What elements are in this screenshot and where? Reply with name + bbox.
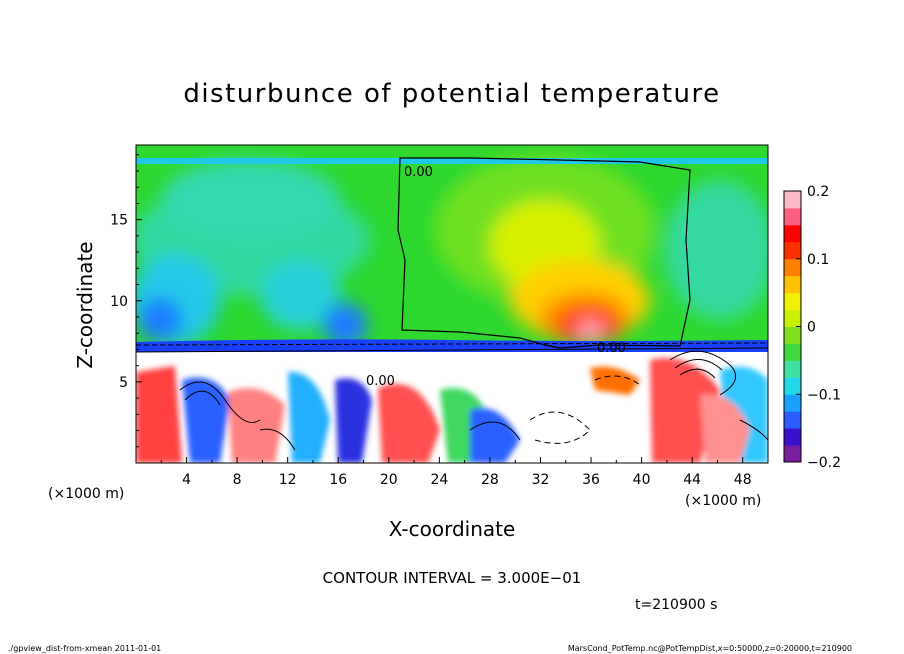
x-axis: 4 8 12 16 20 24 28 32 36 40 44 48 — [160, 457, 752, 488]
x-tick-label: 36 — [582, 472, 600, 488]
colorbar-tick-label: 0 — [807, 320, 816, 336]
colorbar: 0.2 0.1 0 −0.1 −0.2 — [783, 184, 841, 471]
y-axis: 5 10 15 — [110, 154, 142, 448]
y-tick-label: 5 — [119, 375, 128, 391]
contour-label: 0.00 — [366, 374, 395, 389]
x-axis-label: X-coordinate — [389, 517, 516, 541]
x-tick-label: 48 — [734, 472, 752, 488]
colorbar-swatch — [784, 275, 801, 294]
time-label: t=210900 s — [635, 597, 717, 613]
lower-field — [136, 339, 768, 463]
colorbar-swatch — [784, 394, 801, 412]
x-tick-label: 12 — [279, 472, 297, 488]
contour-label: 0.00 — [404, 165, 433, 180]
colorbar-swatch — [784, 428, 801, 446]
contour-label: 0.00 — [597, 341, 626, 356]
colorbar-tick-label: −0.1 — [807, 387, 841, 403]
x-tick-label: 44 — [683, 472, 701, 488]
x-tick-label: 24 — [430, 472, 448, 488]
y-tick-label: 15 — [110, 213, 128, 229]
colorbar-swatch — [784, 360, 801, 378]
colorbar-swatch — [784, 377, 801, 395]
colorbar-swatch — [784, 343, 801, 361]
colorbar-tick-label: 0.1 — [807, 252, 829, 268]
x-tick-label: 8 — [233, 472, 242, 488]
x-tick-label: 20 — [380, 472, 398, 488]
chart-title: disturbunce of potential temperature — [183, 79, 720, 109]
x-tick-label: 32 — [532, 472, 550, 488]
y-axis-label: Z-coordinate — [73, 241, 97, 368]
upper-field — [136, 155, 768, 347]
colorbar-swatch — [784, 224, 801, 243]
x-tick-label: 16 — [329, 472, 347, 488]
y-tick-label: 10 — [110, 294, 128, 310]
colorbar-swatch — [784, 292, 801, 311]
x-tick-label: 40 — [633, 472, 651, 488]
colorbar-swatch — [784, 191, 801, 209]
colorbar-swatch — [784, 411, 801, 429]
colorbar-tick-label: −0.2 — [807, 455, 841, 471]
plot-frame — [135, 144, 769, 464]
colorbar-swatch — [784, 241, 801, 260]
x-tick-label: 4 — [182, 472, 191, 488]
colorbar-swatch — [784, 309, 801, 327]
colorbar-swatch — [784, 445, 801, 463]
colorbar-tick-label: 0.2 — [807, 184, 829, 200]
x-tick-label: 28 — [481, 472, 499, 488]
colorbar-swatch — [784, 326, 801, 344]
footer-left: ./gpview_dist-from-xmean 2011-01-01 — [8, 644, 161, 653]
top-band — [136, 158, 768, 164]
plot-area — [136, 145, 768, 463]
x-unit-label: (×1000 m) — [48, 486, 124, 502]
x-unit-label-right: (×1000 m) — [685, 493, 761, 509]
colorbar-swatch — [784, 207, 801, 226]
contour-interval: CONTOUR INTERVAL = 3.000E−01 — [323, 569, 582, 587]
colorbar-swatch — [784, 258, 801, 277]
contour-lines — [136, 157, 768, 353]
footer-right: MarsCond_PotTemp.nc@PotTempDist,x=0:5000… — [568, 644, 852, 653]
